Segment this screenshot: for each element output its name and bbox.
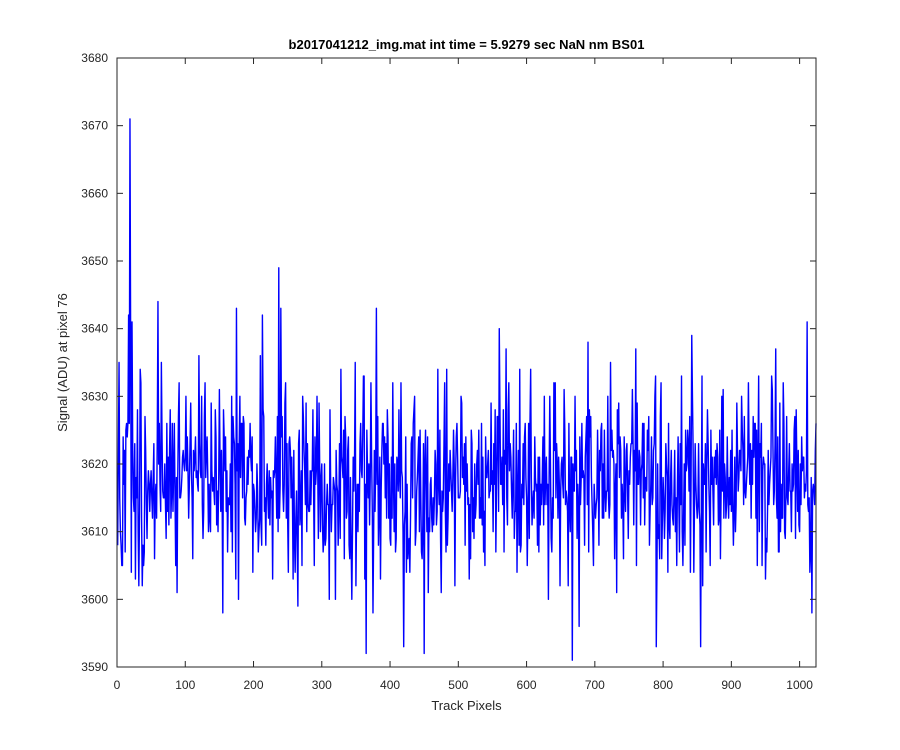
plot-frame (116, 57, 817, 668)
x-tick-label: 800 (653, 678, 673, 692)
y-tick-label: 3600 (81, 592, 108, 606)
x-tick-label: 600 (517, 678, 537, 692)
x-tick-label: 100 (175, 678, 195, 692)
x-tick-label: 1000 (786, 678, 813, 692)
x-tick-label: 300 (312, 678, 332, 692)
x-axis-title: Track Pixels (431, 698, 502, 713)
x-tick-label: 200 (244, 678, 264, 692)
x-tick-label: 0 (114, 678, 121, 692)
signal-series-line (116, 118, 817, 661)
chart-title: b2017041212_img.mat int time = 5.9279 se… (289, 37, 645, 52)
y-tick-label: 3590 (81, 660, 108, 674)
y-axis-title: Signal (ADU) at pixel 76 (55, 293, 70, 432)
y-tick-label: 3610 (81, 525, 108, 539)
y-tick-label: 3650 (81, 254, 108, 268)
y-tick-label: 3640 (81, 322, 108, 336)
y-tick-label: 3660 (81, 186, 108, 200)
x-tick-label: 400 (380, 678, 400, 692)
x-tick-label: 700 (585, 678, 605, 692)
y-tick-label: 3620 (81, 457, 108, 471)
x-tick-label: 900 (721, 678, 741, 692)
y-tick-label: 3680 (81, 51, 108, 65)
y-tick-label: 3670 (81, 119, 108, 133)
y-tick-label: 3630 (81, 389, 108, 403)
x-axis: 0 100 200 300 400 500 600 700 800 900 1000 (114, 58, 813, 692)
y-axis: 3590 3600 3610 3620 3630 3640 3650 3660 3670 3680 (81, 51, 816, 674)
x-tick-label: 500 (448, 678, 468, 692)
plot-area (117, 58, 816, 667)
